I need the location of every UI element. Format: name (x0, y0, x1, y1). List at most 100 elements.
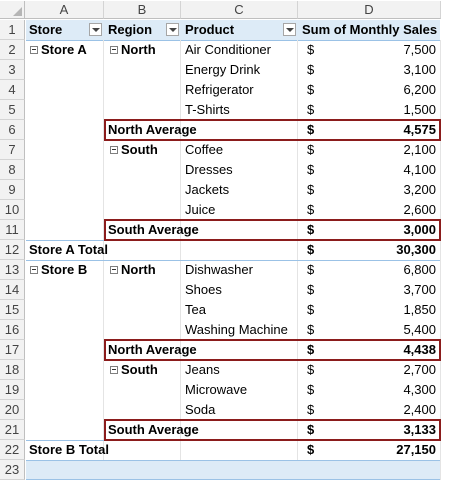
collapse-toggle-icon[interactable] (110, 145, 118, 154)
store-text: Store A Total (29, 242, 108, 257)
store-label[interactable]: Store B (30, 260, 87, 280)
row-number[interactable]: 10 (0, 200, 25, 220)
row-number[interactable]: 16 (0, 320, 25, 340)
product-cell[interactable]: Washing Machine (185, 322, 288, 337)
row-number[interactable]: 2 (0, 40, 25, 60)
gridline (180, 120, 181, 140)
sales-value-cell[interactable]: 27,150 (396, 442, 436, 457)
product-cell[interactable]: Tea (185, 302, 206, 317)
region-average-label[interactable]: North Average (108, 120, 197, 140)
row-number[interactable]: 13 (0, 260, 25, 280)
row-number[interactable]: 6 (0, 120, 25, 140)
gridline (180, 220, 181, 240)
gridline (103, 180, 104, 200)
sales-value-cell[interactable]: 3,200 (403, 182, 436, 197)
sales-value-cell[interactable]: 3,133 (403, 422, 436, 437)
region-label[interactable]: South (110, 360, 158, 380)
store-label[interactable]: Store A (30, 40, 87, 60)
column-header-b[interactable]: B (104, 1, 181, 19)
column-header-a[interactable]: A (25, 1, 104, 19)
region-average-label[interactable]: North Average (108, 340, 197, 360)
product-cell[interactable]: Jeans (185, 362, 220, 377)
row-number[interactable]: 21 (0, 420, 25, 440)
gridline (103, 360, 104, 380)
collapse-toggle-icon[interactable] (30, 265, 38, 274)
store-header[interactable]: Store (29, 22, 63, 37)
select-all-corner[interactable] (0, 1, 25, 19)
product-cell[interactable]: Dresses (185, 162, 233, 177)
row-number[interactable]: 18 (0, 360, 25, 380)
row-number[interactable]: 5 (0, 100, 25, 120)
product-cell[interactable]: Dishwasher (185, 262, 253, 277)
gridline (103, 300, 104, 320)
product-filter-dropdown-icon[interactable] (283, 23, 296, 36)
store-filter-dropdown-icon[interactable] (89, 23, 102, 36)
product-cell[interactable]: Shoes (185, 282, 222, 297)
sales-value-cell[interactable]: 1,850 (403, 302, 436, 317)
row-number[interactable]: 7 (0, 140, 25, 160)
product-cell[interactable]: Coffee (185, 142, 224, 157)
row-number[interactable]: 12 (0, 240, 25, 260)
product-cell[interactable]: Refrigerator (185, 82, 254, 97)
gridline (297, 140, 298, 160)
store-total-label[interactable]: Store A Total (29, 240, 108, 260)
row-number[interactable]: 4 (0, 80, 25, 100)
row-number[interactable]: 22 (0, 440, 25, 460)
collapse-toggle-icon[interactable] (110, 365, 118, 374)
sales-value-cell[interactable]: 2,700 (403, 362, 436, 377)
product-cell[interactable]: Energy Drink (185, 62, 261, 77)
sales-value-cell[interactable]: 1,500 (403, 102, 436, 117)
sales-value-cell[interactable]: 4,575 (403, 122, 436, 137)
product-cell[interactable]: Air Conditioner (185, 42, 271, 57)
row-number[interactable]: 14 (0, 280, 25, 300)
row-number[interactable]: 23 (0, 460, 25, 480)
region-label[interactable]: South (110, 140, 158, 160)
sales-value-cell[interactable]: 2,600 (403, 202, 436, 217)
collapse-toggle-icon[interactable] (110, 265, 118, 274)
region-filter-dropdown-icon[interactable] (166, 23, 179, 36)
sales-value-cell[interactable]: 3,100 (403, 62, 436, 77)
region-label[interactable]: North (110, 260, 156, 280)
sales-value-cell[interactable]: 4,438 (403, 342, 436, 357)
row-number[interactable]: 1 (0, 20, 25, 40)
product-cell[interactable]: Microwave (185, 382, 248, 397)
sales-value-cell[interactable]: 6,800 (403, 262, 436, 277)
row-number[interactable]: 11 (0, 220, 25, 240)
collapse-toggle-icon[interactable] (110, 45, 118, 54)
row-number[interactable]: 15 (0, 300, 25, 320)
currency-symbol: $ (307, 442, 315, 457)
row-number[interactable]: 9 (0, 180, 25, 200)
product-cell[interactable]: T-Shirts (185, 102, 230, 117)
product-cell[interactable]: Jackets (185, 182, 230, 197)
row-number[interactable]: 20 (0, 400, 25, 420)
product-cell[interactable]: Soda (185, 402, 216, 417)
gridline (103, 220, 104, 240)
row-number[interactable]: 8 (0, 160, 25, 180)
sales-value-cell[interactable]: 4,100 (403, 162, 436, 177)
store-total-label[interactable]: Store B Total (29, 440, 109, 460)
region-label[interactable]: North (110, 40, 156, 60)
sales-header[interactable]: Sum of Monthly Sales (302, 22, 438, 37)
gridline (180, 300, 181, 320)
sales-value-cell[interactable]: 2,400 (403, 402, 436, 417)
row-number[interactable]: 17 (0, 340, 25, 360)
region-header[interactable]: Region (108, 22, 153, 37)
column-header-d[interactable]: D (298, 1, 441, 19)
sales-value-cell[interactable]: 5,400 (403, 322, 436, 337)
product-cell[interactable]: Juice (185, 202, 216, 217)
sales-value-cell[interactable]: 30,300 (396, 242, 436, 257)
column-header-c[interactable]: C (181, 1, 298, 19)
region-average-label[interactable]: South Average (108, 220, 199, 240)
sales-value-cell[interactable]: 3,000 (403, 222, 436, 237)
region-average-label[interactable]: South Average (108, 420, 199, 440)
sales-value-cell[interactable]: 6,200 (403, 82, 436, 97)
collapse-toggle-icon[interactable] (30, 45, 38, 54)
sales-value-cell[interactable]: 3,700 (403, 282, 436, 297)
row-number[interactable]: 3 (0, 60, 25, 80)
sales-value-cell[interactable]: 4,300 (403, 382, 436, 397)
row-number[interactable]: 19 (0, 380, 25, 400)
sales-value-cell[interactable]: 7,500 (403, 42, 436, 57)
gridline (440, 420, 441, 440)
sales-value-cell[interactable]: 2,100 (403, 142, 436, 157)
product-header[interactable]: Product (185, 22, 235, 37)
